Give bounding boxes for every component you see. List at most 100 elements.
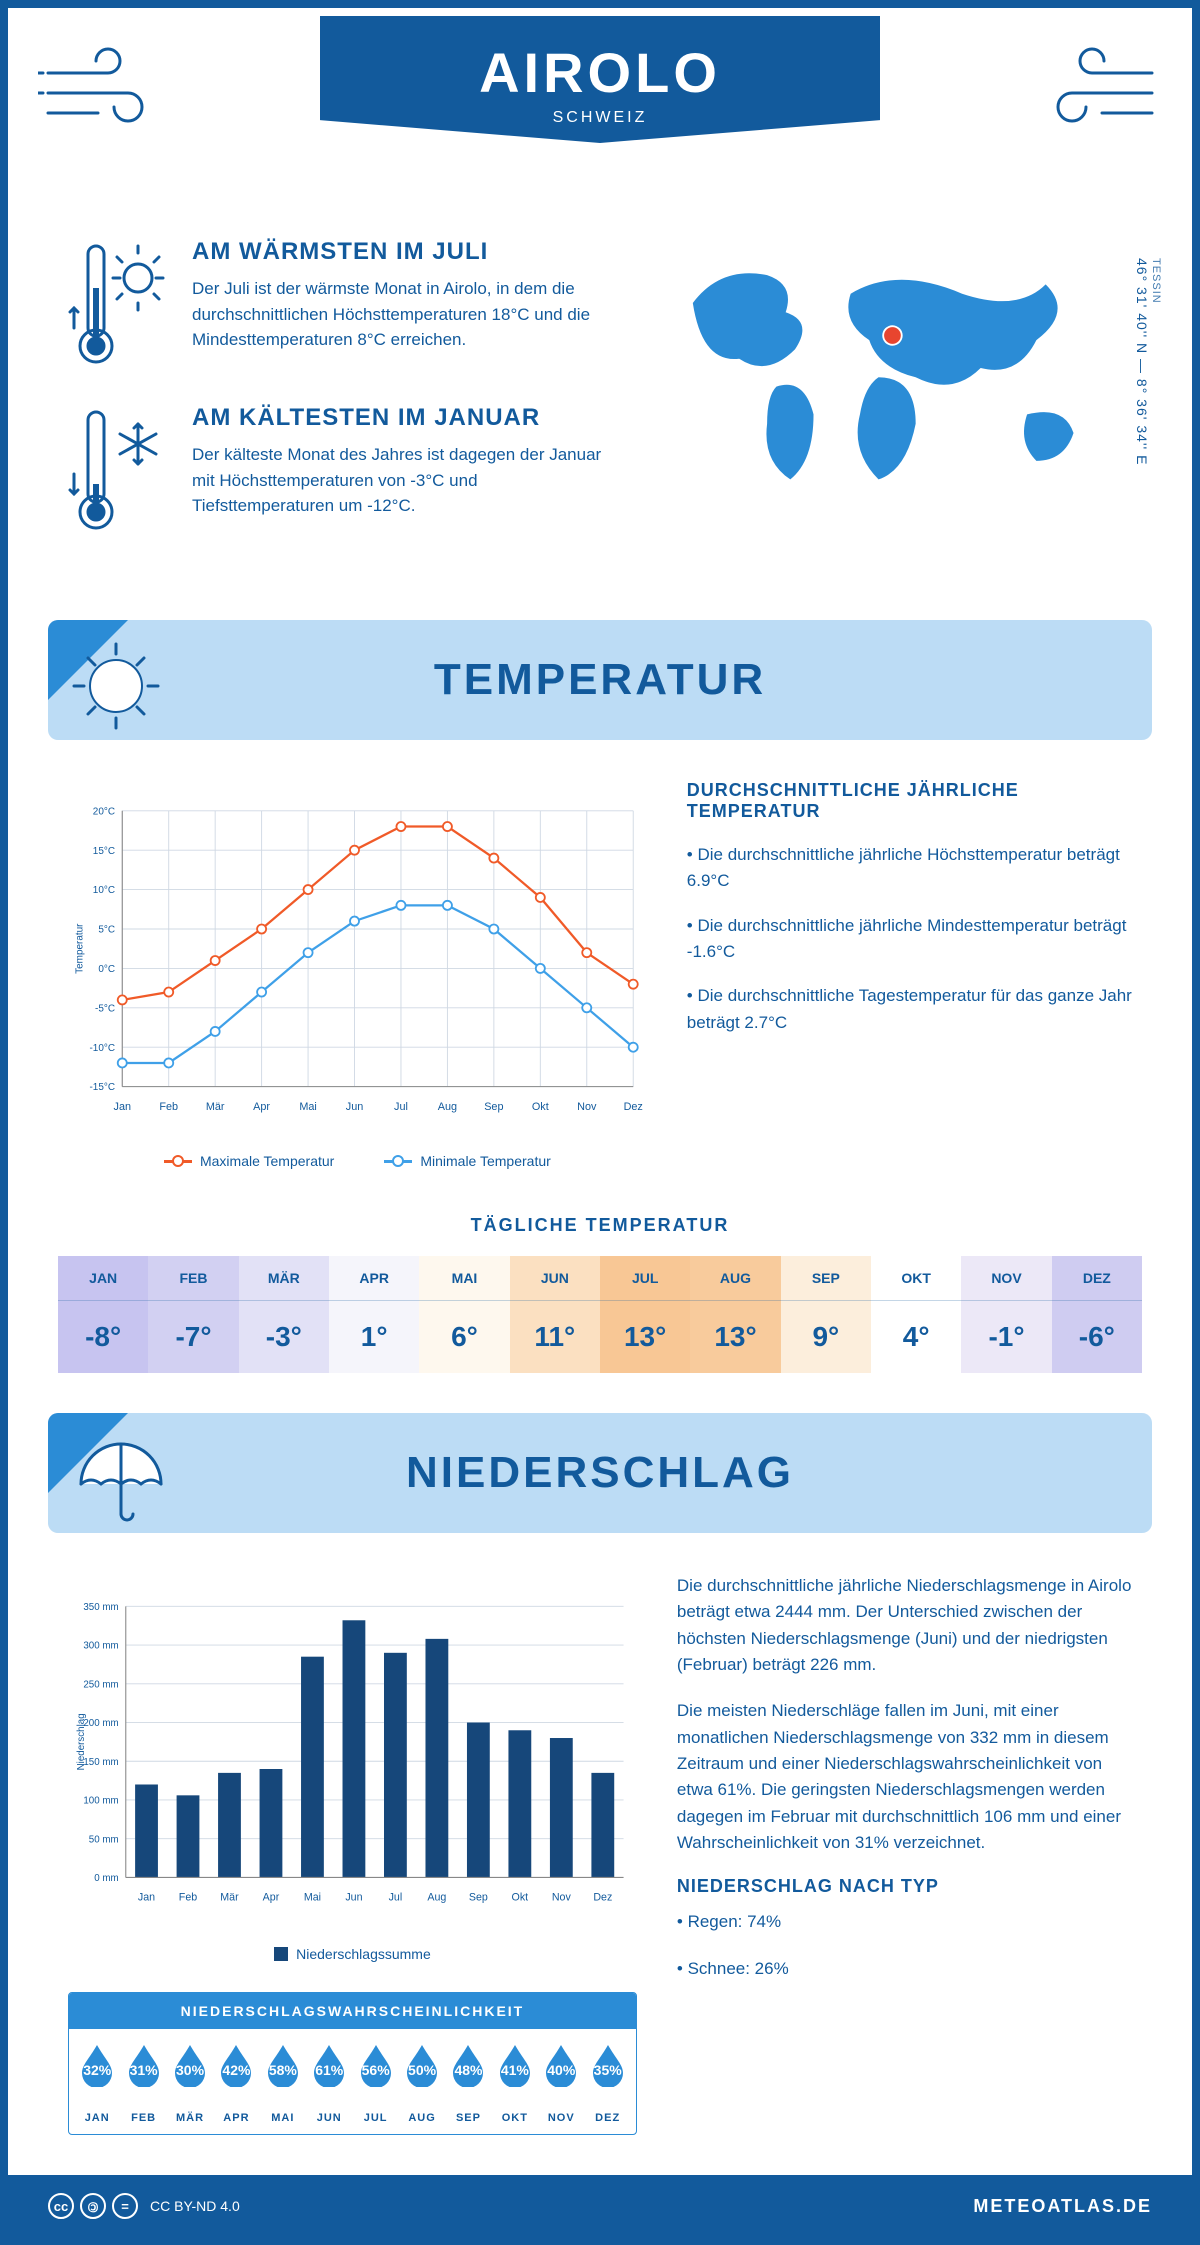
svg-text:0 mm: 0 mm bbox=[94, 1873, 118, 1884]
daily-month: OKT bbox=[871, 1256, 961, 1301]
prob-cell: 56% JUL bbox=[353, 2043, 397, 2124]
coldest-text: Der kälteste Monat des Jahres ist dagege… bbox=[192, 442, 604, 519]
warmest-title: AM WÄRMSTEN IM JULI bbox=[192, 238, 604, 266]
cc-icons: cc🄯= bbox=[48, 2193, 138, 2219]
svg-text:Apr: Apr bbox=[253, 1101, 270, 1113]
svg-text:Jul: Jul bbox=[394, 1101, 408, 1113]
daily-value: 13° bbox=[690, 1301, 780, 1373]
svg-text:Dez: Dez bbox=[624, 1101, 643, 1113]
svg-text:200 mm: 200 mm bbox=[83, 1718, 118, 1729]
daily-month: JUL bbox=[600, 1256, 690, 1301]
prob-cell: 58% MAI bbox=[261, 2043, 305, 2124]
precipitation-summary: Die durchschnittliche jährliche Niedersc… bbox=[677, 1573, 1132, 2135]
svg-text:Mai: Mai bbox=[299, 1101, 316, 1113]
daily-value: 13° bbox=[600, 1301, 690, 1373]
svg-text:Feb: Feb bbox=[179, 1892, 197, 1904]
daily-month: NOV bbox=[961, 1256, 1051, 1301]
footer: cc🄯= CC BY-ND 4.0 METEOATLAS.DE bbox=[8, 2175, 1192, 2237]
daily-temp-grid: JANFEBMÄRAPRMAIJUNJULAUGSEPOKTNOVDEZ-8°-… bbox=[58, 1256, 1142, 1373]
country-subtitle: SCHWEIZ bbox=[360, 109, 840, 127]
svg-text:Mär: Mär bbox=[220, 1892, 239, 1904]
license-label: CC BY-ND 4.0 bbox=[150, 2198, 240, 2214]
infographic-frame: AIROLO SCHWEIZ bbox=[0, 0, 1200, 2245]
svg-text:Jul: Jul bbox=[389, 1892, 403, 1904]
prob-cell: 41% OKT bbox=[493, 2043, 537, 2124]
daily-value: -1° bbox=[961, 1301, 1051, 1373]
coldest-fact: AM KÄLTESTEN IM JANUAR Der kälteste Mona… bbox=[68, 404, 604, 534]
svg-text:-10°C: -10°C bbox=[90, 1043, 116, 1054]
prob-cell: 40% NOV bbox=[539, 2043, 583, 2124]
svg-text:Nov: Nov bbox=[552, 1892, 572, 1904]
svg-text:5°C: 5°C bbox=[98, 925, 115, 936]
svg-text:Jan: Jan bbox=[114, 1101, 131, 1113]
daily-value: -7° bbox=[148, 1301, 238, 1373]
precipitation-section-header: NIEDERSCHLAG bbox=[48, 1413, 1152, 1533]
svg-text:100 mm: 100 mm bbox=[83, 1796, 118, 1807]
header: AIROLO SCHWEIZ bbox=[8, 8, 1192, 228]
coldest-title: AM KÄLTESTEN IM JANUAR bbox=[192, 404, 604, 432]
daily-value: 1° bbox=[329, 1301, 419, 1373]
prob-cell: 48% SEP bbox=[446, 2043, 490, 2124]
daily-month: FEB bbox=[148, 1256, 238, 1301]
svg-text:Sep: Sep bbox=[469, 1892, 488, 1904]
svg-text:Okt: Okt bbox=[512, 1892, 529, 1904]
svg-text:250 mm: 250 mm bbox=[83, 1679, 118, 1690]
prob-cell: 35% DEZ bbox=[585, 2043, 629, 2124]
svg-text:Okt: Okt bbox=[532, 1101, 549, 1113]
temperature-section-header: TEMPERATUR bbox=[48, 620, 1152, 740]
svg-text:Aug: Aug bbox=[438, 1101, 457, 1113]
svg-text:Nov: Nov bbox=[577, 1101, 597, 1113]
svg-text:20°C: 20°C bbox=[93, 806, 115, 817]
svg-text:Feb: Feb bbox=[159, 1101, 178, 1113]
warmest-fact: AM WÄRMSTEN IM JULI Der Juli ist der wär… bbox=[68, 238, 604, 368]
precipitation-legend: Niederschlagssumme bbox=[68, 1946, 637, 1962]
precip-probability-box: NIEDERSCHLAGSWAHRSCHEINLICHKEIT 32% JAN … bbox=[68, 1992, 637, 2135]
svg-text:Apr: Apr bbox=[263, 1892, 280, 1904]
prob-cell: 32% JAN bbox=[75, 2043, 119, 2124]
temperature-summary: DURCHSCHNITTLICHE JÄHRLICHE TEMPERATUR •… bbox=[687, 780, 1132, 1169]
svg-text:Temperatur: Temperatur bbox=[74, 923, 85, 974]
svg-text:Jan: Jan bbox=[138, 1892, 155, 1904]
sun-icon bbox=[66, 636, 166, 736]
svg-text:Mär: Mär bbox=[206, 1101, 225, 1113]
daily-temp-title: TÄGLICHE TEMPERATUR bbox=[8, 1215, 1192, 1236]
warmest-text: Der Juli ist der wärmste Monat in Airolo… bbox=[192, 276, 604, 353]
daily-value: -6° bbox=[1052, 1301, 1142, 1373]
svg-text:Dez: Dez bbox=[593, 1892, 612, 1904]
daily-value: 4° bbox=[871, 1301, 961, 1373]
coordinates: TESSIN 46° 31' 40'' N — 8° 36' 34'' E bbox=[1134, 258, 1162, 465]
svg-text:-5°C: -5°C bbox=[95, 1003, 115, 1014]
precipitation-title: NIEDERSCHLAG bbox=[406, 1448, 794, 1498]
brand-label: METEOATLAS.DE bbox=[973, 2196, 1152, 2217]
prob-cell: 31% FEB bbox=[121, 2043, 165, 2124]
precipitation-bar-chart: 0 mm 50 mm 100 mm 150 mm 200 mm 250 mm 300 mm 3… bbox=[68, 1573, 637, 1962]
svg-text:Jun: Jun bbox=[346, 1101, 363, 1113]
svg-text:150 mm: 150 mm bbox=[83, 1757, 118, 1768]
umbrella-icon bbox=[66, 1429, 166, 1529]
daily-month: MÄR bbox=[239, 1256, 329, 1301]
svg-text:Aug: Aug bbox=[427, 1892, 446, 1904]
daily-month: JAN bbox=[58, 1256, 148, 1301]
svg-text:15°C: 15°C bbox=[93, 846, 115, 857]
svg-text:10°C: 10°C bbox=[93, 885, 115, 896]
svg-text:-15°C: -15°C bbox=[90, 1082, 116, 1093]
prob-cell: 42% APR bbox=[214, 2043, 258, 2124]
temperature-line-chart: -15°C-10°C-5°C0°C5°C10°C15°C20°CJanFebMä… bbox=[68, 780, 647, 1169]
intro-section: AM WÄRMSTEN IM JULI Der Juli ist der wär… bbox=[8, 228, 1192, 600]
wind-icon bbox=[38, 38, 178, 138]
svg-text:Mai: Mai bbox=[304, 1892, 321, 1904]
prob-cell: 50% AUG bbox=[400, 2043, 444, 2124]
title-banner: AIROLO SCHWEIZ bbox=[320, 16, 880, 143]
daily-month: SEP bbox=[781, 1256, 871, 1301]
daily-month: AUG bbox=[690, 1256, 780, 1301]
daily-value: -8° bbox=[58, 1301, 148, 1373]
temperature-legend: Maximale Temperatur Minimale Temperatur bbox=[68, 1153, 647, 1169]
svg-text:350 mm: 350 mm bbox=[83, 1602, 118, 1613]
svg-text:Niederschlag: Niederschlag bbox=[76, 1713, 87, 1770]
world-map-icon bbox=[644, 238, 1132, 498]
thermometer-sun-icon bbox=[68, 238, 168, 368]
svg-text:50 mm: 50 mm bbox=[89, 1834, 119, 1845]
svg-text:300 mm: 300 mm bbox=[83, 1641, 118, 1652]
svg-text:Sep: Sep bbox=[484, 1101, 503, 1113]
svg-text:Jun: Jun bbox=[345, 1892, 362, 1904]
